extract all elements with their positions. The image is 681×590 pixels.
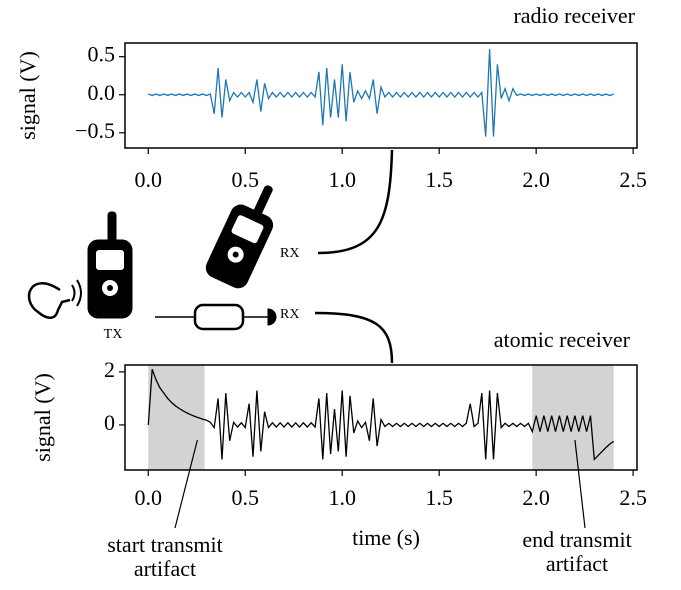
y-tick-label: 0.0 [88, 80, 116, 105]
chart-title: radio receiver [513, 3, 635, 28]
axes-frame [124, 42, 638, 149]
x-tick-label: 2.0 [522, 167, 550, 192]
x-tick-label: 2.0 [522, 485, 550, 510]
rx-label: RX [280, 307, 299, 322]
x-tick-label: 0.5 [231, 167, 259, 192]
vapor-cell [193, 303, 245, 331]
x-tick-label: 1.0 [328, 485, 356, 510]
x-axis-label: time (s) [352, 525, 420, 550]
voice-icon [71, 279, 82, 307]
chart-title: atomic receiver [494, 327, 631, 352]
cable [317, 149, 394, 255]
signal-line [147, 368, 615, 461]
rx-label: RX [280, 246, 299, 261]
tx-label: TX [104, 327, 123, 342]
cable [314, 311, 394, 364]
axes-frame [124, 364, 638, 471]
y-tick-label: −0.5 [75, 118, 115, 143]
y-tick-label: 0 [104, 410, 115, 435]
x-tick-label: 0.0 [135, 485, 163, 510]
signal-line [148, 49, 614, 137]
y-axis-label: signal (V) [30, 373, 55, 462]
y-axis-label: signal (V) [15, 51, 40, 140]
x-tick-label: 1.0 [328, 167, 356, 192]
y-tick-label: 2 [104, 357, 115, 382]
x-tick-label: 0.0 [135, 167, 163, 192]
radio-tx [87, 211, 133, 319]
x-tick-label: 0.5 [231, 485, 259, 510]
radio-rx [205, 185, 274, 289]
x-tick-label: 2.5 [619, 485, 647, 510]
annotation: start transmit [107, 532, 222, 557]
x-tick-label: 1.5 [425, 485, 453, 510]
head-icon [27, 282, 71, 319]
x-tick-label: 1.5 [425, 167, 453, 192]
annotation-line [174, 439, 198, 529]
annotation: end transmit [522, 527, 631, 552]
annotation: artifact [134, 556, 196, 581]
y-tick-label: 0.5 [88, 42, 116, 67]
detector [267, 308, 277, 326]
annotation-line [574, 439, 586, 529]
annotation: artifact [546, 551, 608, 576]
diagram [27, 149, 394, 364]
x-tick-label: 2.5 [619, 167, 647, 192]
